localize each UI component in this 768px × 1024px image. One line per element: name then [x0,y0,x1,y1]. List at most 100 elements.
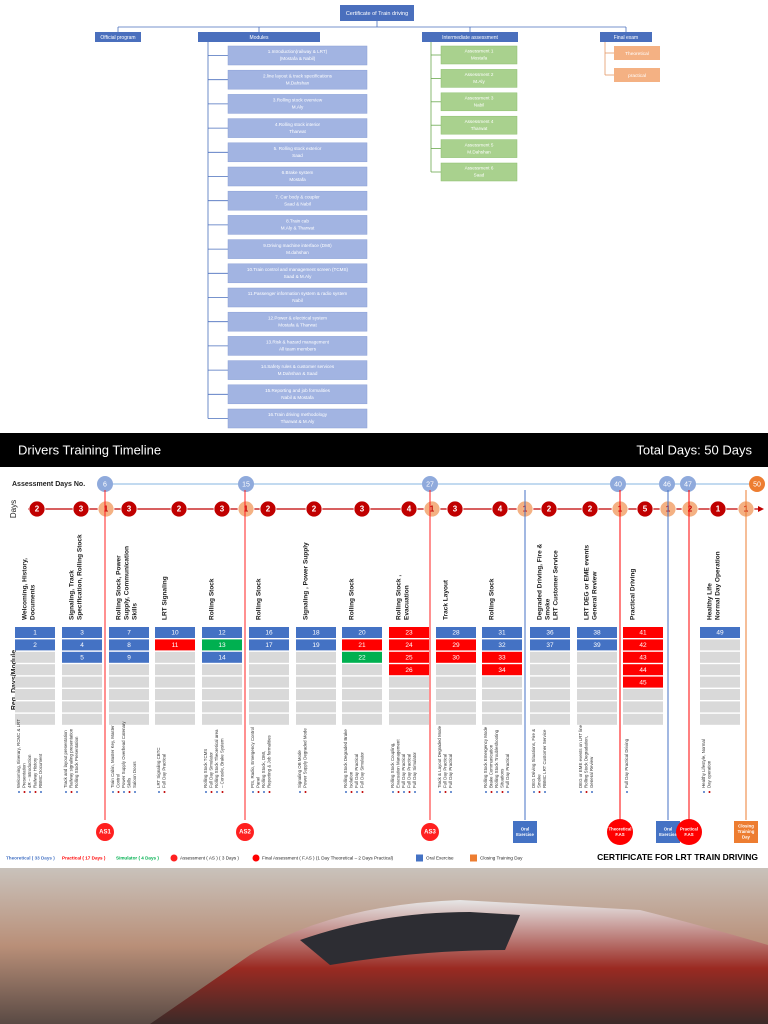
column-note: DEG or EME events on LRT line [578,724,583,788]
column-note: Track & Layout Degraded Mode [437,725,442,788]
day-circle [400,500,418,518]
legend-label: Final Assessment ( F.AS ) (1 Day Theoret… [262,856,394,861]
day-circle [170,500,188,518]
module-title: 4.Rolling stock interior [275,122,321,127]
assessment-title: Assessment 1 [465,49,494,54]
assessment-title: Assessment 4 [465,119,494,124]
assessment-day-number: 6 [103,481,107,488]
column-note: Brake Communication [489,744,494,788]
module-owner: Nabil [292,298,302,303]
column-header: Skills [132,603,139,620]
note-bullet [485,791,487,793]
assessment-owner: M.Aly [473,79,485,84]
marker-label: Exercise [659,832,677,837]
column-note: Rolling Stock Troubleshooting [494,729,499,788]
column-header: LRT DEG or EME events [584,544,591,620]
empty-cell [155,676,195,688]
module-day-cell [436,651,476,663]
marker-box [513,821,537,843]
module-title: 15.Reporting and job formalities [265,388,331,393]
day-count: 1 [430,505,435,514]
column-header: Healthy Life [707,583,714,620]
module-day-number: 32 [498,642,506,649]
column-note: – Console, Brake System [220,738,225,788]
module-day-cell [436,639,476,651]
module-day-number: 45 [639,679,647,686]
column-header: Smoke [545,598,552,620]
day-circle [491,500,509,518]
column-note: Day operation [707,760,712,788]
day-count: 2 [312,505,317,514]
day-count: 3 [360,505,365,514]
module-day-number: 5 [80,655,84,662]
column-note: Evacuation Management [396,739,401,788]
column-header: Evacuation [404,585,411,620]
assessment-box [440,139,518,158]
marker-circle [421,823,439,841]
branch-label: Modules [250,35,269,41]
module-day-cell [202,639,242,651]
column-note: Power Supply Overhead Catenary [121,721,126,788]
column-note: Rolling Stock Degradation, [584,736,589,788]
root-box [340,5,414,21]
empty-cell [530,701,570,713]
empty-cell [15,713,55,725]
note-bullet [221,791,224,793]
module-day-number: 33 [498,655,506,662]
empty-cell [342,676,382,688]
module-day-cell [249,639,289,651]
branch-label: Official program [100,35,135,41]
note-bullet [23,791,26,793]
module-day-number: 12 [218,630,226,637]
empty-cell [389,701,429,713]
column-note: Full Day Practical [354,754,359,788]
day-circle [97,500,115,518]
column-note: Situations [500,768,505,788]
column-header: Rolling Stock , [396,575,403,620]
module-day-number: 17 [265,642,273,649]
column-header: Rolling Stock, Power [116,555,123,620]
module-day-number: 26 [405,667,413,674]
day-circle [213,500,231,518]
module-day-cell [577,639,617,651]
note-bullet [585,791,588,793]
marker-circle [676,819,702,845]
day-count: 1 [244,505,249,514]
note-bullet [268,791,271,793]
module-day-cell [389,639,429,651]
module-title: 11.Passenger information system & radio … [248,291,348,296]
day-count: 3 [127,505,132,514]
day-circle [237,500,255,518]
empty-cell [202,664,242,676]
note-bullet [538,791,541,793]
column-header: Rolling Stock [209,578,216,620]
train-window [300,912,520,965]
empty-cell [15,676,55,688]
column-header: Track Layout [443,579,450,620]
timeline-header-band [0,433,768,467]
marker-label: AS3 [424,830,436,836]
assessment-title: Assessment 5 [465,142,494,147]
module-title: 3.Rolling stock overview [273,98,323,103]
column-header: Practical Driving [630,569,637,620]
module-day-number: 13 [218,642,226,649]
module-day-cell [249,627,289,638]
module-day-cell [15,639,55,651]
branch-box [95,32,141,42]
empty-cell [62,676,102,688]
assessment-day-circle [610,476,626,492]
empty-cell [62,664,102,676]
module-day-cell [109,651,149,663]
module-day-number: 49 [716,630,724,637]
day-count: 3 [220,505,225,514]
empty-cell [202,676,242,688]
column-note: Full Day Simulator [209,752,214,788]
day-count: 5 [643,505,648,514]
day-circle [120,500,138,518]
note-bullet [65,791,67,793]
marker-label: Exercise [516,832,534,837]
branch-box [198,32,320,42]
module-title: 1.Introduction(railway & LRT) [268,49,328,54]
column-header: LRT Customer Service [553,550,560,620]
note-bullet [257,791,260,793]
